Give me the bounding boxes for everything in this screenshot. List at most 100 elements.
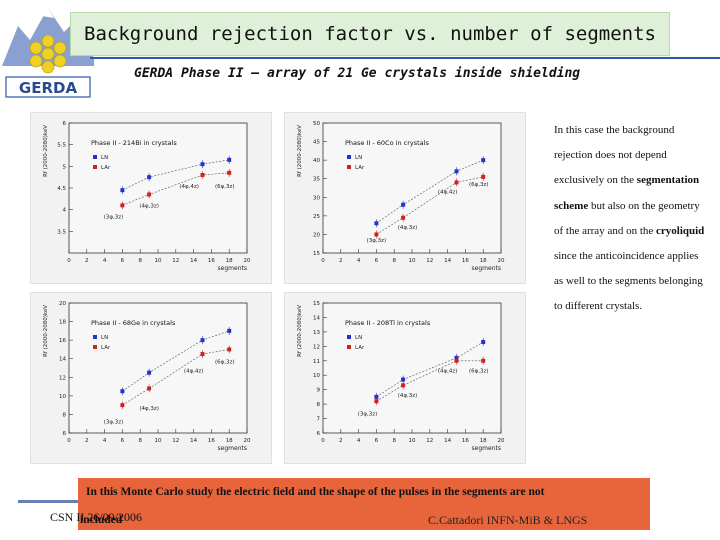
data-point [454, 169, 459, 174]
data-point [120, 203, 125, 208]
data-point [147, 192, 152, 197]
plot-frame [68, 302, 248, 434]
y-tick-label: 40 [313, 158, 320, 164]
legend-marker [347, 345, 351, 349]
x-tick-label: 10 [155, 438, 162, 444]
legend-marker [347, 335, 351, 339]
y-axis-label: Rf (2000-2080)keV [297, 305, 303, 357]
x-tick-label: 6 [375, 438, 379, 444]
series-line [376, 176, 484, 235]
legend-label: LAr [355, 345, 365, 351]
segment-annotation: (4φ,3z) [398, 225, 418, 231]
chart-panel-ge68: 0 2 4 6 8 10 12 14 16 18 20 6 8 10 12 14 16 18 20 segments R… [30, 292, 272, 464]
segment-annotation: (4φ,4z) [438, 368, 458, 374]
x-tick-label: 4 [357, 438, 361, 444]
data-point [147, 175, 152, 180]
x-tick-label: 12 [172, 438, 179, 444]
chart-title: Phase II - 60Co in crystals [345, 139, 429, 147]
y-tick-label: 10 [59, 394, 66, 400]
segment-annotation: (3φ,3z) [367, 238, 387, 244]
data-point [227, 170, 232, 175]
legend-label: LAr [355, 165, 365, 171]
bottom-rule [18, 500, 78, 503]
y-tick-label: 30 [313, 195, 320, 201]
data-point [227, 347, 232, 352]
data-point [481, 174, 486, 179]
segment-annotation: (3φ,3z) [104, 214, 124, 220]
segment-annotation: (4φ,4z) [184, 369, 204, 375]
y-tick-label: 5 [63, 164, 67, 170]
y-tick-label: 3.5 [57, 229, 66, 235]
legend-label: LN [355, 155, 362, 161]
x-tick-label: 10 [409, 438, 416, 444]
side-text-bold-cryoliquid: cryoliquid [656, 224, 705, 237]
data-point [374, 232, 379, 237]
data-point [200, 338, 205, 343]
side-description: In this case the background rejection do… [554, 118, 710, 320]
data-point [481, 358, 486, 363]
legend-label: LAr [101, 165, 111, 171]
plot-frame [322, 122, 502, 254]
y-axis-label: Rf (2000-2080)keV [297, 125, 303, 177]
side-text-part-1: In this case the background rejection do… [554, 124, 675, 187]
chart-co60: 0 2 4 6 8 10 12 14 16 18 20 15 20 25 30 35 40 45 50 segment… [297, 121, 505, 272]
segment-annotation: (6φ,3z) [215, 184, 235, 190]
y-tick-label: 6 [317, 431, 321, 437]
x-tick-label: 18 [480, 258, 487, 264]
chart-title: Phase II - 208Tl in crystals [345, 319, 431, 327]
chart-ge68: 0 2 4 6 8 10 12 14 16 18 2068101214161820segmentsR… [43, 301, 251, 452]
data-point [401, 377, 406, 382]
data-point [401, 383, 406, 388]
x-tick-label: 0 [321, 438, 325, 444]
y-tick-label: 13 [313, 330, 320, 336]
y-tick-label: 11 [313, 359, 320, 365]
x-axis-label: segments [472, 445, 501, 452]
series-line [376, 159, 484, 224]
y-tick-label: 14 [59, 357, 66, 363]
y-tick-label: 8 [317, 402, 321, 408]
y-tick-label: 15 [313, 251, 320, 257]
footer-author: C.Cattadori INFN-MiB & LNGS [428, 513, 588, 527]
x-tick-label: 18 [226, 258, 233, 264]
x-axis-label: segments [472, 265, 501, 272]
y-tick-label: 10 [313, 373, 320, 379]
legend-label: LN [101, 335, 108, 341]
data-point [200, 162, 205, 167]
x-tick-label: 20 [244, 438, 251, 444]
chart-panel-bi214: 0 2 4 6 8 10 12 14 16 18 20 3.5 4 4.5 5 5.5 6 segments Rf … [30, 112, 272, 284]
segment-annotation: (6φ,3z) [215, 359, 235, 365]
data-point [200, 173, 205, 177]
x-tick-label: 14 [190, 258, 197, 264]
segment-annotation: (4φ,4z) [179, 184, 199, 190]
y-axis-label: Rf (2000-2080)keV [43, 305, 49, 357]
legend-marker [347, 165, 351, 169]
y-tick-label: 25 [313, 214, 320, 220]
legend-marker [93, 335, 97, 339]
legend-marker [347, 155, 351, 159]
y-tick-label: 6 [63, 431, 67, 437]
chart-panel-tl208: 0 2 4 6 8 10 12 14 16 18 20 6 7 8 9 10 11 12 13 14 15 segment… [284, 292, 526, 464]
series-line [376, 360, 484, 402]
y-tick-label: 8 [63, 412, 67, 418]
data-point [374, 394, 379, 399]
segment-annotation: (6φ,3z) [469, 368, 489, 374]
legend-label: LAr [101, 345, 111, 351]
data-point [481, 158, 486, 163]
plot-frame [68, 122, 248, 254]
segment-annotation: (3φ,3z) [104, 420, 124, 426]
x-tick-label: 12 [426, 258, 433, 264]
data-point [120, 389, 125, 394]
data-point [374, 399, 379, 404]
y-axis-label: Rf (2000-2080)keV [43, 125, 49, 177]
x-tick-label: 2 [339, 258, 343, 264]
x-tick-label: 0 [67, 258, 71, 264]
y-tick-label: 35 [313, 177, 320, 183]
legend-marker [93, 165, 97, 169]
x-tick-label: 8 [392, 258, 396, 264]
x-axis-label: segments [218, 265, 247, 272]
x-tick-label: 16 [208, 438, 215, 444]
segment-annotation: (4φ,3z) [398, 393, 418, 399]
data-point [227, 328, 232, 333]
y-tick-label: 4 [63, 208, 67, 214]
y-tick-label: 50 [313, 121, 320, 127]
